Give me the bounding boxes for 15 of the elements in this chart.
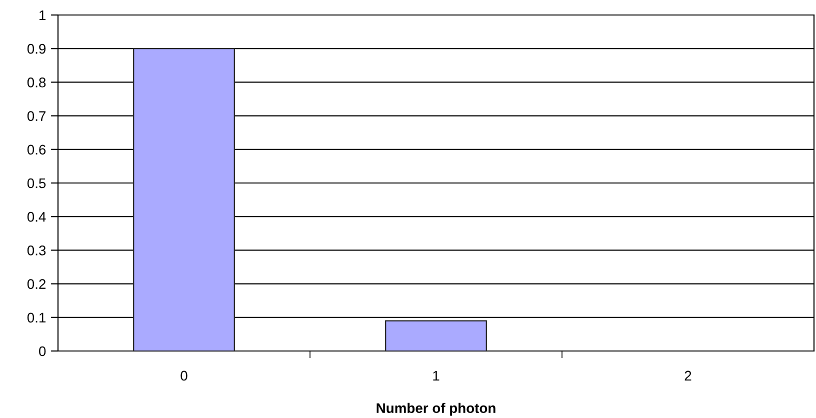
x-tick-label: 2 xyxy=(684,370,692,381)
y-tick-label: 0.4 xyxy=(27,212,46,222)
y-tick-label: 0.9 xyxy=(27,44,46,54)
y-tick-label: 0.8 xyxy=(27,78,46,88)
y-tick-label: 0 xyxy=(39,346,46,356)
y-tick-label: 0.5 xyxy=(27,178,46,188)
y-tick-label: 0.7 xyxy=(27,111,46,121)
x-tick-label: 1 xyxy=(433,370,440,381)
y-tick-label: 0.1 xyxy=(27,312,46,323)
y-tick-label: 0.3 xyxy=(27,246,46,256)
x-axis-title: Number of photon xyxy=(376,402,496,416)
y-tick-label: 0.6 xyxy=(27,144,46,155)
x-tick-label: 0 xyxy=(180,370,188,381)
y-tick-label: 0.2 xyxy=(27,279,46,289)
y-tick-label: 1 xyxy=(40,10,46,20)
